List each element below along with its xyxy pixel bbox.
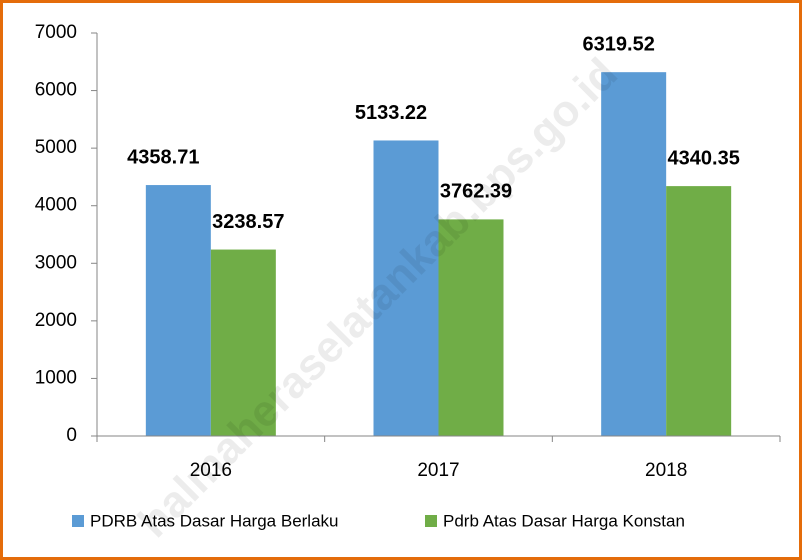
- bar: [601, 72, 667, 436]
- legend-swatch: [425, 515, 437, 527]
- y-tick-label: 5000: [35, 137, 77, 158]
- y-tick-label: 0: [66, 425, 77, 446]
- value-label: 3238.57: [212, 211, 284, 233]
- legend-swatch: [72, 515, 84, 527]
- y-tick-label: 1000: [35, 367, 77, 388]
- legend-label: Pdrb Atas Dasar Harga Konstan: [443, 511, 685, 530]
- y-tick-label: 3000: [35, 252, 77, 273]
- x-tick-label: 2017: [417, 460, 459, 481]
- bar: [145, 185, 211, 436]
- bar: [210, 249, 276, 436]
- x-tick-label: 2016: [190, 460, 232, 481]
- bar: [438, 219, 504, 436]
- y-tick-label: 2000: [35, 310, 77, 331]
- bar: [373, 140, 439, 436]
- value-label: 4340.35: [668, 147, 740, 169]
- value-label: 6319.52: [583, 33, 655, 55]
- bar: [666, 186, 732, 436]
- y-tick-label: 7000: [35, 22, 77, 43]
- value-label: 5133.22: [355, 102, 427, 124]
- value-label: 4358.71: [127, 146, 199, 168]
- x-tick-label: 2018: [645, 460, 687, 481]
- y-tick-label: 4000: [35, 195, 77, 216]
- legend-label: PDRB Atas Dasar Harga Berlaku: [90, 511, 339, 530]
- y-tick-label: 6000: [35, 80, 77, 101]
- value-label: 3762.39: [440, 181, 512, 203]
